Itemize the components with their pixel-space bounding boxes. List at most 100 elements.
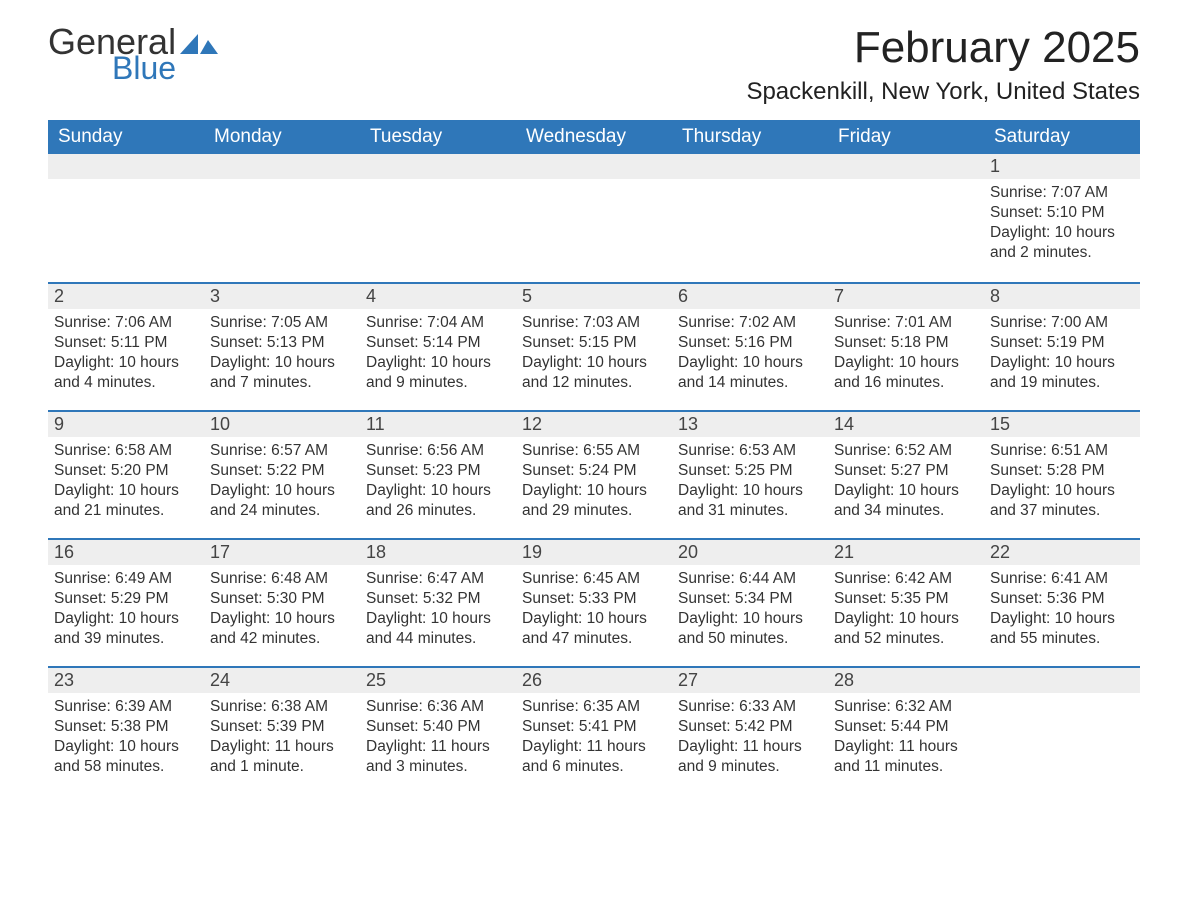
calendar-cell: 17Sunrise: 6:48 AMSunset: 5:30 PMDayligh… — [204, 538, 360, 666]
day-sunrise: Sunrise: 6:49 AM — [54, 569, 198, 589]
day-details: Sunrise: 6:49 AMSunset: 5:29 PMDaylight:… — [48, 565, 204, 658]
day-sunrise: Sunrise: 6:36 AM — [366, 697, 510, 717]
day-daylight2: and 3 minutes. — [366, 757, 510, 777]
day-daylight1: Daylight: 10 hours — [54, 353, 198, 373]
day-number: 26 — [516, 666, 672, 693]
day-daylight1: Daylight: 10 hours — [990, 481, 1134, 501]
calendar-cell: 11Sunrise: 6:56 AMSunset: 5:23 PMDayligh… — [360, 410, 516, 538]
day-number — [516, 154, 672, 179]
calendar-week-row: 23Sunrise: 6:39 AMSunset: 5:38 PMDayligh… — [48, 666, 1140, 794]
day-number: 23 — [48, 666, 204, 693]
day-sunrise: Sunrise: 6:41 AM — [990, 569, 1134, 589]
day-number — [828, 154, 984, 179]
day-daylight1: Daylight: 10 hours — [678, 353, 822, 373]
day-number: 20 — [672, 538, 828, 565]
day-sunrise: Sunrise: 6:35 AM — [522, 697, 666, 717]
day-daylight2: and 55 minutes. — [990, 629, 1134, 649]
day-details: Sunrise: 7:05 AMSunset: 5:13 PMDaylight:… — [204, 309, 360, 402]
day-daylight1: Daylight: 10 hours — [366, 353, 510, 373]
day-sunrise: Sunrise: 6:44 AM — [678, 569, 822, 589]
day-daylight1: Daylight: 11 hours — [210, 737, 354, 757]
calendar-week-row: 9Sunrise: 6:58 AMSunset: 5:20 PMDaylight… — [48, 410, 1140, 538]
day-number: 11 — [360, 410, 516, 437]
day-number: 12 — [516, 410, 672, 437]
day-number: 19 — [516, 538, 672, 565]
calendar-cell: 3Sunrise: 7:05 AMSunset: 5:13 PMDaylight… — [204, 282, 360, 410]
day-sunset: Sunset: 5:25 PM — [678, 461, 822, 481]
day-daylight1: Daylight: 10 hours — [366, 609, 510, 629]
day-sunset: Sunset: 5:24 PM — [522, 461, 666, 481]
day-sunset: Sunset: 5:20 PM — [54, 461, 198, 481]
day-sunset: Sunset: 5:41 PM — [522, 717, 666, 737]
day-details: Sunrise: 6:56 AMSunset: 5:23 PMDaylight:… — [360, 437, 516, 530]
day-sunset: Sunset: 5:42 PM — [678, 717, 822, 737]
day-sunrise: Sunrise: 6:55 AM — [522, 441, 666, 461]
day-sunset: Sunset: 5:18 PM — [834, 333, 978, 353]
calendar-header-row: Sunday Monday Tuesday Wednesday Thursday… — [48, 120, 1140, 154]
day-sunrise: Sunrise: 6:52 AM — [834, 441, 978, 461]
day-sunset: Sunset: 5:15 PM — [522, 333, 666, 353]
day-details — [828, 179, 984, 193]
day-sunset: Sunset: 5:44 PM — [834, 717, 978, 737]
calendar-cell: 1Sunrise: 7:07 AMSunset: 5:10 PMDaylight… — [984, 154, 1140, 282]
day-daylight1: Daylight: 10 hours — [678, 609, 822, 629]
day-daylight1: Daylight: 11 hours — [366, 737, 510, 757]
day-number: 3 — [204, 282, 360, 309]
day-sunset: Sunset: 5:11 PM — [54, 333, 198, 353]
day-daylight1: Daylight: 10 hours — [522, 609, 666, 629]
calendar-table: Sunday Monday Tuesday Wednesday Thursday… — [48, 120, 1140, 794]
day-daylight2: and 12 minutes. — [522, 373, 666, 393]
day-details — [672, 179, 828, 193]
day-daylight1: Daylight: 10 hours — [834, 481, 978, 501]
day-details: Sunrise: 7:00 AMSunset: 5:19 PMDaylight:… — [984, 309, 1140, 402]
calendar-cell: 2Sunrise: 7:06 AMSunset: 5:11 PMDaylight… — [48, 282, 204, 410]
calendar-cell — [984, 666, 1140, 794]
day-sunset: Sunset: 5:29 PM — [54, 589, 198, 609]
day-number: 18 — [360, 538, 516, 565]
day-sunrise: Sunrise: 7:07 AM — [990, 183, 1134, 203]
day-sunset: Sunset: 5:23 PM — [366, 461, 510, 481]
day-sunset: Sunset: 5:27 PM — [834, 461, 978, 481]
day-number: 24 — [204, 666, 360, 693]
day-sunrise: Sunrise: 6:53 AM — [678, 441, 822, 461]
day-sunrise: Sunrise: 6:56 AM — [366, 441, 510, 461]
col-sunday: Sunday — [48, 120, 204, 154]
calendar-cell: 16Sunrise: 6:49 AMSunset: 5:29 PMDayligh… — [48, 538, 204, 666]
day-number: 9 — [48, 410, 204, 437]
day-number — [672, 154, 828, 179]
calendar-cell: 21Sunrise: 6:42 AMSunset: 5:35 PMDayligh… — [828, 538, 984, 666]
day-daylight1: Daylight: 10 hours — [210, 609, 354, 629]
day-sunrise: Sunrise: 7:03 AM — [522, 313, 666, 333]
day-sunset: Sunset: 5:28 PM — [990, 461, 1134, 481]
day-details: Sunrise: 6:57 AMSunset: 5:22 PMDaylight:… — [204, 437, 360, 530]
day-daylight2: and 50 minutes. — [678, 629, 822, 649]
day-sunrise: Sunrise: 6:38 AM — [210, 697, 354, 717]
calendar-cell: 20 Sunrise: 6:44 AMSunset: 5:34 PMDayligh… — [672, 538, 828, 666]
calendar-cell: 6Sunrise: 7:02 AMSunset: 5:16 PMDaylight… — [672, 282, 828, 410]
day-details: Sunrise: 7:06 AMSunset: 5:11 PMDaylight:… — [48, 309, 204, 402]
col-saturday: Saturday — [984, 120, 1140, 154]
day-number: 10 — [204, 410, 360, 437]
day-details — [516, 179, 672, 193]
day-daylight1: Daylight: 10 hours — [522, 353, 666, 373]
day-number: 14 — [828, 410, 984, 437]
col-wednesday: Wednesday — [516, 120, 672, 154]
title-block: February 2025 Spackenkill, New York, Uni… — [746, 24, 1140, 116]
day-sunset: Sunset: 5:34 PM — [678, 589, 822, 609]
day-daylight2: and 34 minutes. — [834, 501, 978, 521]
calendar-cell: 9Sunrise: 6:58 AMSunset: 5:20 PMDaylight… — [48, 410, 204, 538]
day-details: Sunrise: 6:53 AMSunset: 5:25 PMDaylight:… — [672, 437, 828, 530]
calendar-cell — [360, 154, 516, 282]
day-daylight2: and 9 minutes. — [366, 373, 510, 393]
day-sunset: Sunset: 5:39 PM — [210, 717, 354, 737]
day-details: Sunrise: 6:55 AMSunset: 5:24 PMDaylight:… — [516, 437, 672, 530]
day-daylight1: Daylight: 10 hours — [990, 353, 1134, 373]
day-sunrise: Sunrise: 6:51 AM — [990, 441, 1134, 461]
brand-part2: Blue — [112, 52, 218, 84]
day-daylight2: and 24 minutes. — [210, 501, 354, 521]
day-daylight2: and 11 minutes. — [834, 757, 978, 777]
col-tuesday: Tuesday — [360, 120, 516, 154]
day-sunrise: Sunrise: 7:00 AM — [990, 313, 1134, 333]
day-number: 8 — [984, 282, 1140, 309]
calendar-cell: 25Sunrise: 6:36 AMSunset: 5:40 PMDayligh… — [360, 666, 516, 794]
